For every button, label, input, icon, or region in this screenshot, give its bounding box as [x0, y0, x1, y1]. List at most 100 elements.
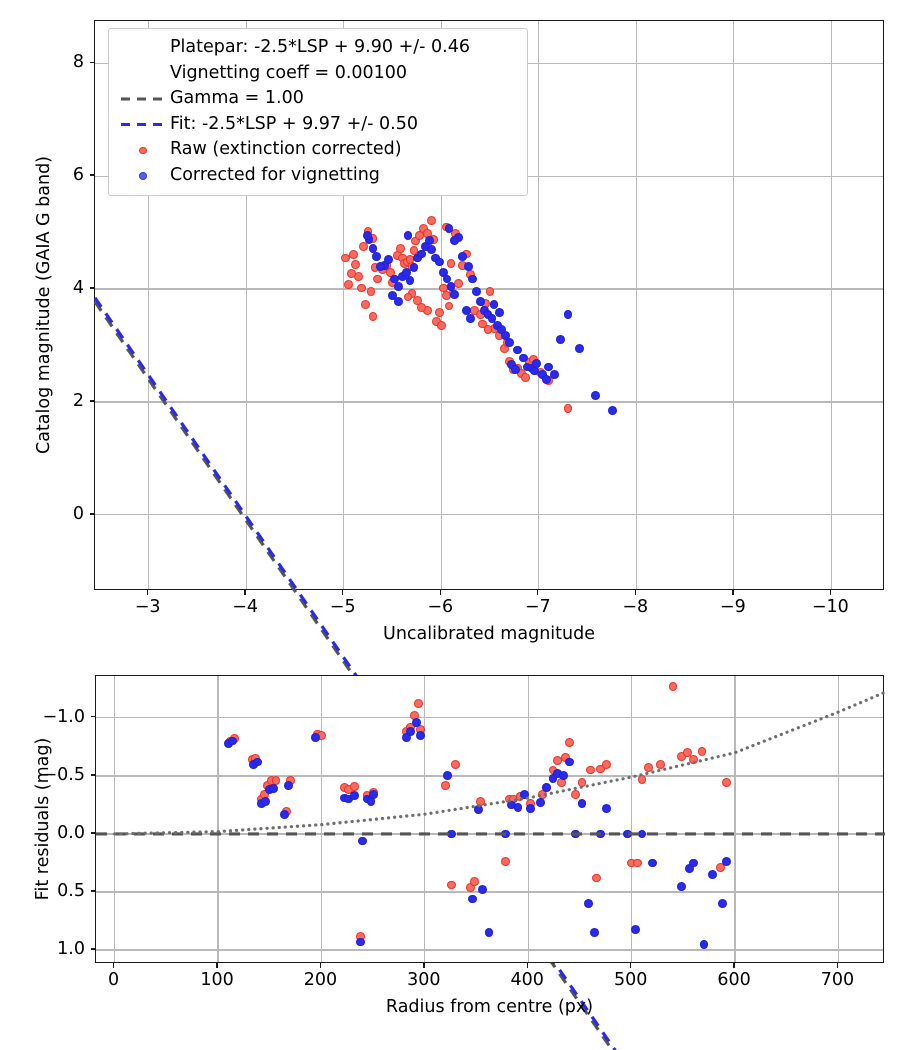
ytick-label: 6	[72, 165, 84, 186]
corrected-data-point	[228, 736, 237, 746]
photometry-xaxis-label: Uncalibrated magnitude	[383, 624, 595, 644]
corrected-data-point	[368, 244, 378, 253]
corrected-data-point	[405, 727, 415, 737]
xtick-label: 200	[303, 970, 338, 990]
ytick-label: 2	[72, 390, 84, 411]
legend-line-platepar-eq: Platepar: -2.5*LSP + 9.90 +/- 0.46	[170, 37, 470, 57]
xtick-label: −9	[719, 597, 746, 617]
xtick-label: 400	[510, 970, 544, 990]
ytick-mark	[89, 174, 94, 176]
raw-data-point	[403, 292, 413, 302]
xtick-mark	[244, 590, 246, 595]
corrected-data-point	[513, 802, 523, 812]
gridline-vertical	[217, 676, 219, 962]
corrected-data-point	[484, 928, 494, 938]
xtick-label: 100	[200, 970, 234, 990]
xtick-mark	[439, 590, 441, 595]
raw-data-point	[722, 778, 732, 788]
xtick-mark	[146, 590, 149, 595]
corrected-data-point	[565, 757, 574, 767]
raw-data-point	[434, 308, 444, 318]
legend-entry-fit: Fit: -2.5*LSP + 9.97 +/- 0.50	[118, 112, 518, 138]
corrected-data-point	[443, 771, 452, 781]
xtick-mark	[342, 590, 344, 595]
blue-dot-marker-icon	[118, 163, 170, 188]
raw-data-point	[501, 857, 510, 867]
corrected-data-point	[269, 784, 279, 794]
dashed-gray-line-icon	[118, 61, 170, 101]
corrected-data-point	[555, 335, 565, 345]
gridline-horizontal	[95, 514, 883, 516]
residuals-reference-lines	[96, 690, 887, 836]
corrected-data-point	[608, 406, 618, 415]
corrected-data-point	[563, 310, 573, 319]
corrected-data-point	[495, 308, 505, 318]
raw-data-point	[413, 295, 423, 305]
corrected-data-point	[519, 790, 529, 799]
xtick-label: 700	[820, 970, 855, 990]
corrected-data-point	[489, 300, 499, 310]
xtick-mark	[526, 963, 528, 968]
ytick-mark	[90, 774, 95, 776]
xtick-label: 0	[108, 970, 120, 990]
corrected-data-point	[544, 362, 553, 372]
legend-line-gamma: Gamma = 1.00	[170, 88, 304, 108]
raw-data-point	[633, 858, 643, 868]
gridline-vertical	[245, 21, 247, 589]
raw-data-point	[565, 737, 574, 747]
corrected-data-point	[575, 343, 585, 353]
corrected-data-point	[699, 939, 709, 949]
corrected-data-point	[536, 798, 546, 807]
corrected-data-point	[631, 924, 641, 934]
corrected-data-point	[416, 730, 426, 740]
corrected-data-point	[525, 803, 535, 813]
corrected-data-point	[279, 809, 289, 819]
xtick-mark	[733, 963, 735, 968]
corrected-data-point	[350, 791, 359, 800]
raw-data-point	[592, 873, 601, 883]
raw-data-point	[417, 302, 427, 312]
corrected-data-point	[450, 290, 460, 300]
ytick-mark	[89, 61, 94, 64]
xtick-label: −4	[232, 597, 259, 617]
gridline-vertical	[631, 676, 633, 962]
raw-data-point	[552, 756, 562, 766]
raw-data-point	[520, 372, 530, 382]
legend-label-raw: Raw (extinction corrected)	[170, 139, 402, 159]
gridline-vertical	[424, 676, 426, 962]
raw-data-point	[697, 747, 707, 756]
ytick-label: 4	[72, 278, 84, 299]
corrected-data-point	[590, 928, 599, 938]
gridline-horizontal	[96, 833, 883, 835]
corrected-data-point	[718, 899, 728, 908]
gridline-vertical	[527, 676, 529, 962]
corrected-data-point	[689, 858, 699, 868]
corrected-data-point	[512, 345, 522, 355]
corrected-data-point	[647, 858, 657, 868]
gridline-vertical	[538, 21, 540, 589]
corrected-data-point	[458, 251, 468, 261]
raw-data-point	[585, 765, 595, 775]
corrected-data-point	[468, 274, 477, 284]
raw-data-point	[477, 319, 487, 329]
xtick-label: 300	[407, 970, 441, 990]
corrected-data-point	[532, 359, 542, 368]
raw-data-point	[643, 763, 653, 773]
xtick-mark	[112, 963, 115, 968]
gridline-vertical	[635, 21, 637, 589]
corrected-data-point	[362, 231, 372, 240]
corrected-data-point	[372, 251, 382, 261]
xtick-mark	[537, 590, 539, 595]
gridline-vertical	[734, 676, 736, 962]
corrected-data-point	[707, 870, 717, 879]
raw-data-point	[360, 300, 370, 310]
raw-data-point	[485, 287, 495, 297]
gridline-horizontal	[96, 949, 883, 951]
red-dot-marker-icon	[118, 137, 170, 162]
raw-data-point	[427, 215, 436, 225]
ytick-mark	[89, 400, 94, 402]
legend-line-vignetting-coeff: Vignetting coeff = 0.00100	[170, 62, 408, 83]
corrected-data-point	[401, 267, 411, 277]
corrected-data-point	[368, 790, 378, 799]
gridline-vertical	[343, 21, 345, 589]
